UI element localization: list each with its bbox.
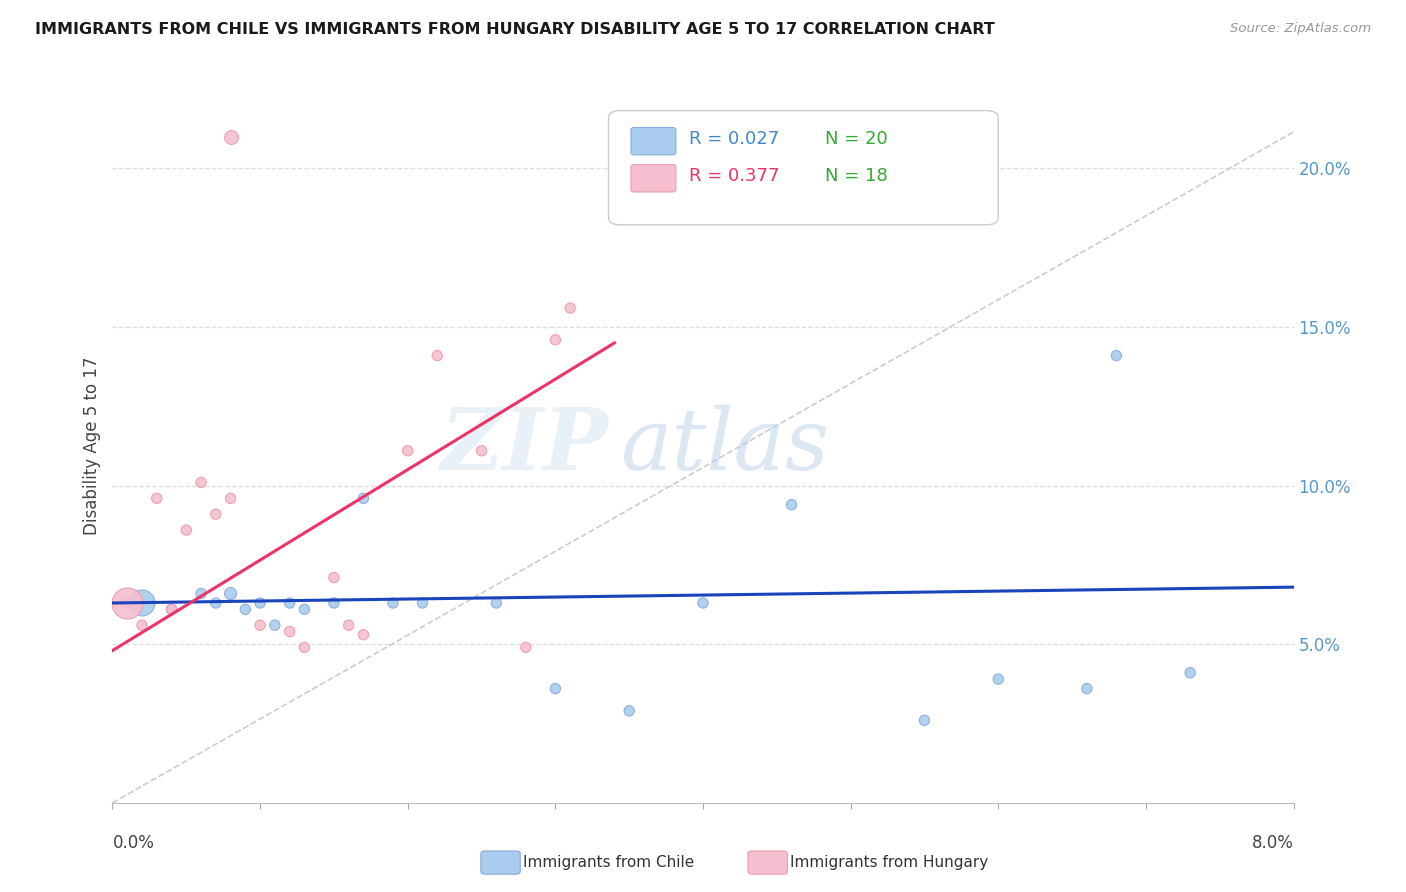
Text: N = 18: N = 18 — [825, 168, 887, 186]
Point — [117, 596, 138, 610]
Point — [219, 491, 242, 506]
Point — [219, 586, 242, 600]
Point — [278, 624, 301, 639]
Text: R = 0.377: R = 0.377 — [689, 168, 779, 186]
Point — [412, 596, 434, 610]
Point — [160, 602, 183, 616]
Point — [278, 596, 301, 610]
Text: R = 0.027: R = 0.027 — [689, 130, 779, 148]
Point — [544, 681, 567, 696]
Point — [1105, 349, 1128, 363]
Point — [485, 596, 508, 610]
FancyBboxPatch shape — [631, 128, 676, 155]
Point — [205, 596, 228, 610]
Point — [205, 507, 228, 521]
Point — [471, 443, 494, 458]
Text: 8.0%: 8.0% — [1251, 834, 1294, 852]
Point — [382, 596, 405, 610]
Point — [131, 596, 153, 610]
Point — [426, 349, 449, 363]
Point — [174, 523, 197, 537]
Point — [233, 602, 256, 616]
Point — [323, 596, 346, 610]
Point — [249, 618, 271, 632]
Text: Immigrants from Hungary: Immigrants from Hungary — [790, 855, 988, 870]
Text: ZIP: ZIP — [440, 404, 609, 488]
Point — [323, 571, 346, 585]
FancyBboxPatch shape — [609, 111, 998, 225]
Point — [190, 586, 212, 600]
Point — [692, 596, 714, 610]
Point — [264, 618, 287, 632]
Point — [292, 602, 315, 616]
Text: atlas: atlas — [620, 405, 830, 487]
Point — [560, 301, 582, 315]
Point — [544, 333, 567, 347]
Text: N = 20: N = 20 — [825, 130, 887, 148]
Point — [146, 491, 169, 506]
Point — [396, 443, 419, 458]
Y-axis label: Disability Age 5 to 17: Disability Age 5 to 17 — [83, 357, 101, 535]
Point — [219, 129, 242, 144]
Point — [987, 672, 1010, 686]
Text: IMMIGRANTS FROM CHILE VS IMMIGRANTS FROM HUNGARY DISABILITY AGE 5 TO 17 CORRELAT: IMMIGRANTS FROM CHILE VS IMMIGRANTS FROM… — [35, 22, 995, 37]
Point — [1178, 665, 1201, 680]
Point — [1076, 681, 1098, 696]
Text: Immigrants from Chile: Immigrants from Chile — [523, 855, 695, 870]
Text: 0.0%: 0.0% — [112, 834, 155, 852]
Point — [160, 602, 183, 616]
FancyBboxPatch shape — [631, 165, 676, 192]
Point — [914, 714, 936, 728]
Text: Source: ZipAtlas.com: Source: ZipAtlas.com — [1230, 22, 1371, 36]
Point — [190, 475, 212, 490]
Point — [352, 491, 374, 506]
Point — [515, 640, 537, 655]
Point — [249, 596, 271, 610]
Point — [619, 704, 641, 718]
Point — [780, 498, 803, 512]
Point — [352, 628, 374, 642]
Point — [131, 618, 153, 632]
Point — [117, 596, 138, 610]
Point — [337, 618, 360, 632]
Point — [292, 640, 315, 655]
